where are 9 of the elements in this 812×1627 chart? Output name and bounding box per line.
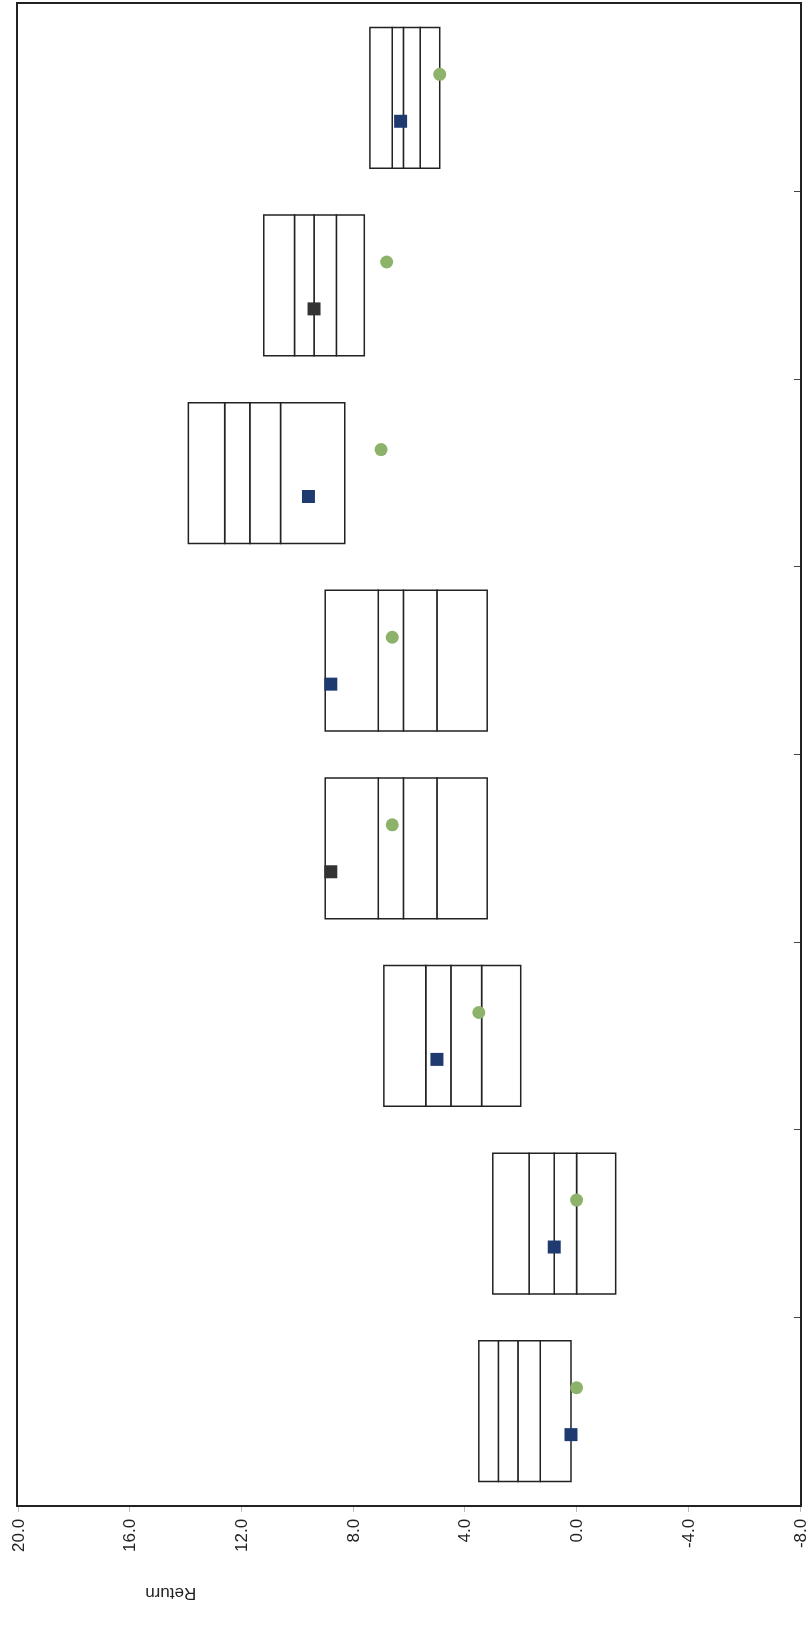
x-tick-label: 8.0 [343, 1518, 363, 1543]
x-tick-label: 12.0 [231, 1518, 251, 1552]
x-tick-label: 4.0 [455, 1518, 475, 1543]
x-tick-label: -4.0 [678, 1518, 698, 1549]
x-tick-label: 16.0 [120, 1518, 140, 1552]
x-tick-label: -8.0 [790, 1518, 810, 1549]
x-axis-title: Return [145, 1584, 197, 1603]
x-tick-label: 20.0 [8, 1518, 28, 1552]
x-tick-label: 0.0 [567, 1518, 587, 1543]
